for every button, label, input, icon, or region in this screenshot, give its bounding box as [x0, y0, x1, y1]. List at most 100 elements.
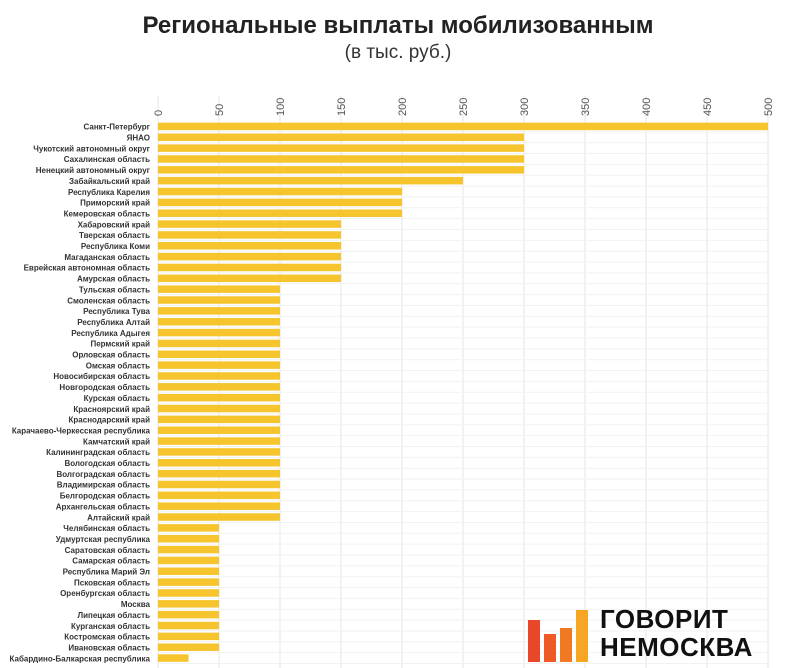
category-label: Республика Алтай [77, 318, 150, 327]
category-label: Псковская область [74, 578, 150, 587]
bar [158, 459, 280, 467]
category-label: Республика Тува [83, 307, 150, 316]
category-label: Самарская область [72, 557, 150, 566]
category-label: Сахалинская область [64, 155, 150, 164]
category-label: Красноярский край [73, 405, 150, 414]
category-label: Кемеровская область [64, 209, 150, 218]
bar [158, 383, 280, 391]
bar [158, 220, 341, 228]
bar [158, 513, 280, 521]
category-label: Москва [121, 600, 151, 609]
bar [158, 524, 219, 532]
bar [158, 155, 524, 163]
bar [158, 166, 524, 174]
category-label: Смоленская область [67, 296, 150, 305]
category-label: Костромская область [64, 633, 150, 642]
category-label: Санкт-Петербург [84, 123, 151, 132]
category-label: Саратовская область [65, 546, 150, 555]
category-label: Архангельская область [56, 502, 150, 511]
bar [158, 469, 280, 478]
category-label: Хабаровский край [78, 220, 151, 229]
bar [158, 372, 280, 380]
category-label: Белгородская область [60, 492, 150, 501]
x-tick-label: 200 [397, 98, 409, 116]
x-tick-label: 50 [214, 104, 226, 116]
category-label: Ивановская область [68, 643, 150, 652]
bar [158, 187, 402, 196]
category-label: Волгоградская область [56, 470, 150, 479]
bar [158, 263, 341, 272]
bar [158, 328, 280, 337]
x-tick-label: 350 [580, 98, 592, 116]
x-tick-label: 0 [153, 110, 165, 116]
bar [158, 198, 402, 207]
x-tick-label: 450 [702, 98, 714, 116]
bar [158, 242, 341, 250]
category-label: Камчатский край [83, 437, 150, 446]
category-label: Карачаево-Черкесская республика [12, 426, 151, 435]
category-label: Алтайский край [87, 513, 150, 522]
bar [158, 491, 280, 500]
category-label: Калининградская область [46, 448, 150, 457]
bar [158, 643, 219, 651]
category-label: Республика Карелия [68, 188, 150, 197]
bar [158, 448, 280, 456]
category-label: Республика Адыгея [71, 329, 150, 338]
bar [158, 274, 341, 283]
x-tick-label: 250 [458, 98, 470, 116]
bar [158, 252, 341, 261]
category-label: Оренбургская область [60, 589, 150, 598]
category-label: Амурская область [77, 275, 150, 284]
x-tick-label: 500 [763, 98, 775, 116]
bar [158, 361, 280, 369]
category-label: Новосибирская область [53, 372, 150, 381]
category-label: ЯНАО [127, 134, 150, 143]
chart-title: Региональные выплаты мобилизованным [142, 12, 654, 39]
x-tick-label: 400 [641, 98, 653, 116]
logo-bar-1 [528, 620, 540, 662]
logo-line-2: НЕМОСКВА [600, 632, 753, 662]
bar [158, 176, 463, 185]
bar [158, 437, 280, 445]
bar [158, 578, 219, 586]
bar [158, 632, 219, 641]
category-label: Орловская область [72, 351, 150, 360]
category-label: Омская область [86, 361, 150, 370]
bar [158, 426, 280, 434]
category-label: Удмуртская республика [56, 535, 151, 544]
bar [158, 567, 219, 576]
bar [158, 231, 341, 239]
bar [158, 339, 280, 348]
category-label: Курганская область [71, 622, 150, 631]
category-label: Магаданская область [64, 253, 150, 262]
bar [158, 654, 189, 662]
category-label: Приморский край [80, 199, 150, 208]
category-label: Кабардино-Балкарская республика [10, 654, 151, 663]
category-label: Ненецкий автономный округ [36, 166, 151, 175]
category-label: Тверская область [79, 231, 150, 240]
bar [158, 393, 280, 402]
category-label: Республика Марий Эл [63, 568, 150, 577]
category-label: Липецкая область [77, 611, 150, 620]
bar [158, 144, 524, 152]
x-tick-label: 300 [519, 98, 531, 116]
bar [158, 534, 219, 543]
x-tick-label: 150 [336, 98, 348, 116]
logo-bar-2 [544, 634, 556, 662]
bar [158, 350, 280, 359]
category-label: Чукотский автономный округ [33, 144, 150, 153]
category-label: Республика Коми [81, 242, 150, 251]
logo-line-1: ГОВОРИТ [600, 604, 729, 634]
x-tick-label: 100 [275, 98, 287, 116]
bar [158, 545, 219, 554]
bar [158, 133, 524, 142]
bar [158, 621, 219, 630]
category-label: Пермский край [90, 340, 150, 349]
bar [158, 209, 402, 217]
logo-bar-3 [560, 628, 572, 662]
chart-subtitle: (в тыс. руб.) [344, 42, 452, 63]
category-label: Владимирская область [57, 481, 150, 490]
bar [158, 317, 280, 326]
bar [158, 307, 280, 315]
